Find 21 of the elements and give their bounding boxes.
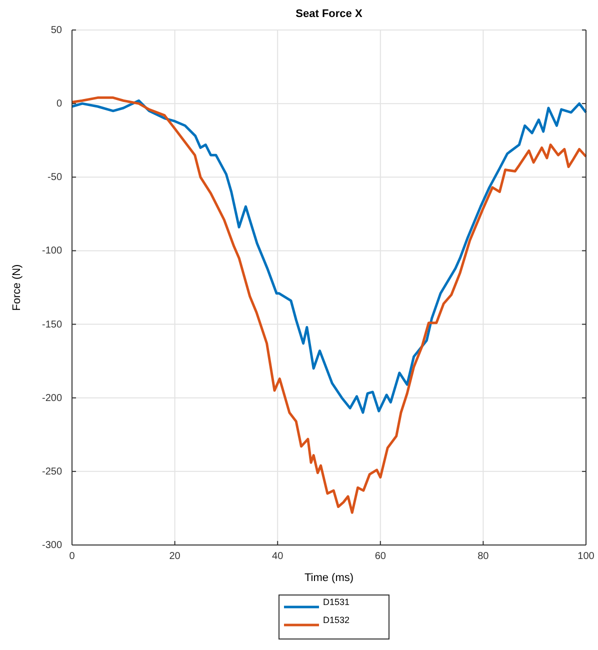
- legend-label: D1532: [323, 615, 350, 625]
- chart-title: Seat Force X: [296, 8, 363, 20]
- y-tick-label: 0: [56, 98, 62, 110]
- y-tick-label: -100: [42, 246, 62, 257]
- x-tick-label: 100: [578, 551, 595, 562]
- y-tick-label: -50: [48, 172, 62, 184]
- x-tick-label: 80: [478, 551, 490, 562]
- y-tick-label: 50: [50, 25, 62, 36]
- y-axis-title: Force (N): [11, 264, 23, 311]
- x-tick-label: 40: [272, 551, 284, 562]
- x-tick-label: 0: [69, 551, 76, 562]
- x-tick-label: 60: [374, 551, 386, 562]
- y-tick-label: -300: [42, 540, 62, 551]
- y-tick-label: -250: [42, 466, 62, 478]
- y-tick-label: -150: [42, 319, 62, 330]
- legend-label: D1531: [323, 597, 350, 607]
- x-axis-title: Time (ms): [304, 572, 354, 584]
- y-tick-label: -200: [42, 392, 62, 404]
- x-tick-label: 20: [169, 551, 181, 562]
- line-series: [70, 96, 588, 514]
- line-series: [70, 99, 588, 414]
